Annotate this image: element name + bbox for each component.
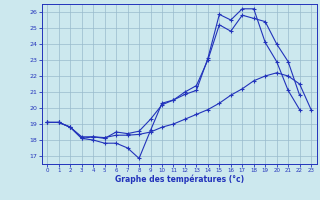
- X-axis label: Graphe des températures (°c): Graphe des températures (°c): [115, 175, 244, 184]
